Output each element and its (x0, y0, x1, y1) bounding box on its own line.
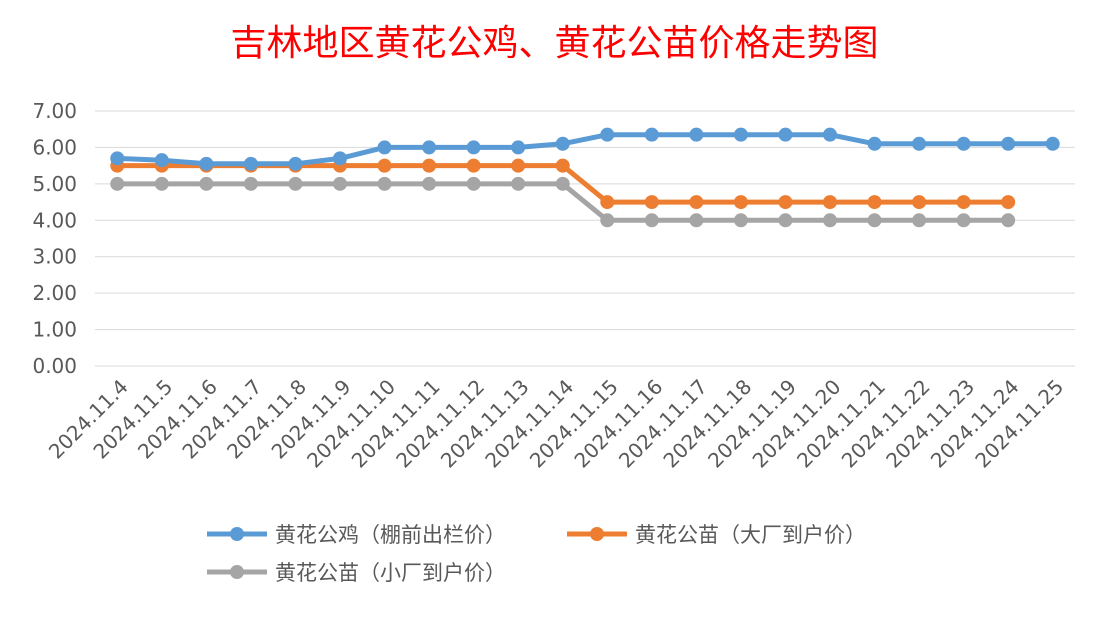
data-point-2-9 (511, 176, 526, 191)
data-point-2-11 (600, 213, 615, 228)
y-tick-label-5: 5.00 (32, 172, 77, 196)
data-point-0-16 (823, 127, 837, 142)
data-point-2-15 (778, 213, 793, 228)
data-point-0-3 (243, 156, 258, 171)
data-point-1-16 (823, 195, 837, 210)
data-point-2-0 (110, 176, 125, 191)
y-tick-label-0: 0.00 (32, 354, 77, 378)
data-point-2-10 (555, 176, 570, 191)
legend-label-0: 黄花公鸡（棚前出栏价） (275, 523, 506, 547)
data-point-0-19 (956, 136, 971, 151)
data-point-2-13 (689, 213, 704, 228)
data-point-0-5 (333, 151, 347, 166)
data-point-1-9 (511, 158, 526, 173)
legend-swatch-1 (567, 527, 627, 541)
data-point-1-7 (422, 158, 437, 173)
data-point-0-0 (110, 151, 125, 166)
legend-item-1: 黄花公苗（大厂到户价） (565, 518, 866, 550)
chart-title: 吉林地区黄花公鸡、黄花公苗价格走势图 (230, 23, 879, 64)
data-point-1-11 (600, 195, 615, 210)
legend-item-0: 黄花公鸡（棚前出栏价） (205, 518, 506, 550)
data-point-2-7 (422, 176, 437, 191)
data-point-0-8 (466, 140, 481, 155)
data-point-1-10 (555, 158, 570, 173)
legend-label-2: 黄花公苗（小厂到户价） (275, 561, 506, 585)
data-point-1-6 (377, 158, 392, 173)
legend-item-2: 黄花公苗（小厂到户价） (205, 556, 506, 588)
data-point-2-17 (867, 213, 882, 228)
series-line-0 (114, 132, 1056, 167)
data-point-2-18 (912, 213, 927, 228)
data-point-2-12 (644, 213, 659, 228)
y-tick-label-7: 7.00 (32, 99, 77, 123)
data-point-0-7 (422, 140, 437, 155)
data-point-0-9 (511, 140, 526, 155)
data-point-0-12 (644, 127, 659, 142)
data-point-0-13 (689, 127, 704, 142)
y-tick-label-2: 2.00 (32, 281, 77, 305)
data-point-2-3 (243, 176, 258, 191)
data-point-1-17 (867, 195, 882, 210)
data-point-0-20 (1001, 136, 1016, 151)
data-point-0-17 (867, 136, 882, 151)
data-point-0-15 (778, 127, 793, 142)
data-point-1-12 (644, 195, 659, 210)
data-point-2-14 (733, 213, 748, 228)
data-point-1-8 (466, 158, 481, 173)
legend-swatch-0 (207, 527, 267, 541)
data-point-2-1 (154, 176, 169, 191)
data-point-1-15 (778, 195, 793, 210)
data-point-0-18 (912, 136, 927, 151)
data-point-2-19 (956, 213, 971, 228)
data-point-0-2 (199, 156, 214, 171)
data-point-0-10 (555, 136, 570, 151)
data-point-0-6 (377, 140, 392, 155)
data-point-0-1 (154, 153, 169, 168)
legend-label-1: 黄花公苗（大厂到户价） (635, 523, 866, 547)
data-point-2-2 (199, 176, 214, 191)
y-tick-label-4: 4.00 (32, 208, 77, 232)
data-point-1-19 (956, 195, 971, 210)
data-point-2-16 (823, 213, 837, 228)
y-tick-label-3: 3.00 (32, 245, 77, 269)
data-point-2-4 (288, 176, 303, 191)
y-tick-label-1: 1.00 (32, 318, 77, 342)
data-point-1-14 (733, 195, 748, 210)
data-point-2-8 (466, 176, 481, 191)
data-point-0-21 (1045, 136, 1060, 151)
data-point-1-20 (1001, 195, 1016, 210)
data-point-2-6 (377, 176, 392, 191)
data-point-2-5 (333, 176, 347, 191)
data-point-0-14 (733, 127, 748, 142)
data-point-0-11 (600, 127, 615, 142)
data-point-0-4 (288, 156, 303, 171)
data-point-1-13 (689, 195, 704, 210)
data-point-2-20 (1001, 213, 1016, 228)
legend-swatch-2 (207, 565, 267, 579)
data-point-1-18 (912, 195, 927, 210)
y-tick-label-6: 6.00 (32, 135, 77, 159)
